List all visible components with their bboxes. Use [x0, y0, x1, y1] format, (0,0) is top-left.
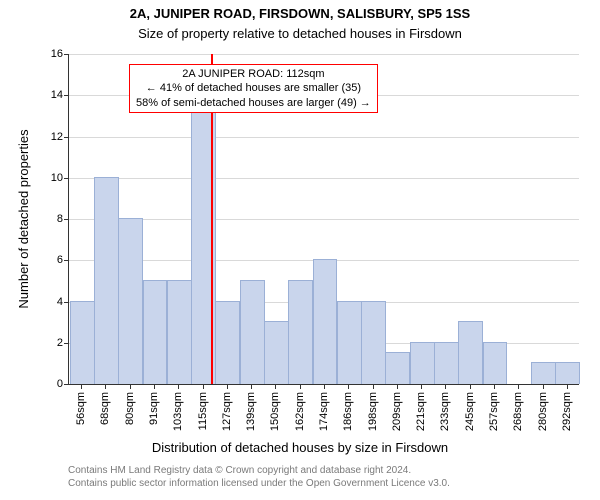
annotation-line-3: 58% of semi-detached houses are larger (… [136, 96, 371, 110]
x-tick-label: 139sqm [245, 384, 257, 431]
histogram-bar [385, 352, 410, 384]
histogram-bar [313, 259, 338, 384]
histogram-bar [434, 342, 459, 384]
x-tick-label: 115sqm [197, 384, 209, 430]
histogram-bar [264, 321, 289, 384]
annotation-line-2: ← 41% of detached houses are smaller (35… [136, 81, 371, 95]
y-tick-label: 10 [51, 172, 69, 184]
x-tick-label: 162sqm [294, 384, 306, 431]
histogram-bar [288, 280, 313, 384]
y-tick-label: 2 [57, 337, 69, 349]
histogram-bar [167, 280, 192, 384]
annotation-line-1: 2A JUNIPER ROAD: 112sqm [136, 67, 371, 81]
histogram-bar [118, 218, 143, 384]
annotation-box: 2A JUNIPER ROAD: 112sqm ← 41% of detache… [129, 64, 378, 113]
footer-attribution: Contains HM Land Registry data © Crown c… [68, 464, 450, 490]
x-tick-label: 209sqm [391, 384, 403, 431]
y-tick-label: 4 [57, 296, 69, 308]
footer-line-1: Contains HM Land Registry data © Crown c… [68, 464, 450, 477]
x-tick-label: 221sqm [415, 384, 427, 431]
y-axis-title: Number of detached properties [16, 54, 31, 384]
histogram-bar [215, 301, 240, 385]
x-tick-label: 233sqm [439, 384, 451, 431]
gridline [69, 178, 579, 179]
gridline [69, 137, 579, 138]
footer-line-2: Contains public sector information licen… [68, 477, 450, 490]
x-tick-label: 292sqm [561, 384, 573, 431]
histogram-bar [337, 301, 362, 385]
histogram-bar [94, 177, 119, 384]
x-tick-label: 103sqm [172, 384, 184, 431]
x-tick-label: 56sqm [75, 384, 87, 425]
y-tick-label: 0 [57, 378, 69, 390]
histogram-bar [458, 321, 483, 384]
histogram-bar [483, 342, 508, 384]
histogram-bar [240, 280, 265, 384]
chart-container: { "titles": { "address": "2A, JUNIPER RO… [0, 0, 600, 500]
gridline [69, 54, 579, 55]
x-tick-label: 80sqm [124, 384, 136, 425]
x-tick-label: 245sqm [464, 384, 476, 431]
x-tick-label: 150sqm [269, 384, 281, 431]
histogram-bar [531, 362, 556, 384]
x-tick-label: 186sqm [342, 384, 354, 431]
x-tick-label: 127sqm [221, 384, 233, 431]
histogram-bar [410, 342, 435, 384]
chart-title-subtitle: Size of property relative to detached ho… [0, 26, 600, 41]
x-tick-label: 68sqm [99, 384, 111, 425]
y-tick-label: 6 [57, 254, 69, 266]
x-tick-label: 91sqm [148, 384, 160, 425]
gridline [69, 219, 579, 220]
y-tick-label: 14 [51, 89, 69, 101]
chart-plot-area: 024681012141656sqm68sqm80sqm91sqm103sqm1… [68, 54, 579, 385]
x-tick-label: 198sqm [367, 384, 379, 431]
histogram-bar [143, 280, 168, 384]
histogram-bar [361, 301, 386, 385]
x-tick-label: 280sqm [537, 384, 549, 431]
x-tick-label: 268sqm [512, 384, 524, 431]
x-tick-label: 257sqm [488, 384, 500, 431]
chart-title-address: 2A, JUNIPER ROAD, FIRSDOWN, SALISBURY, S… [0, 6, 600, 21]
y-tick-label: 12 [51, 131, 69, 143]
x-tick-label: 174sqm [318, 384, 330, 431]
y-tick-label: 8 [57, 213, 69, 225]
y-tick-label: 16 [51, 48, 69, 60]
x-axis-title: Distribution of detached houses by size … [0, 440, 600, 455]
histogram-bar [70, 301, 95, 385]
histogram-bar [555, 362, 580, 384]
